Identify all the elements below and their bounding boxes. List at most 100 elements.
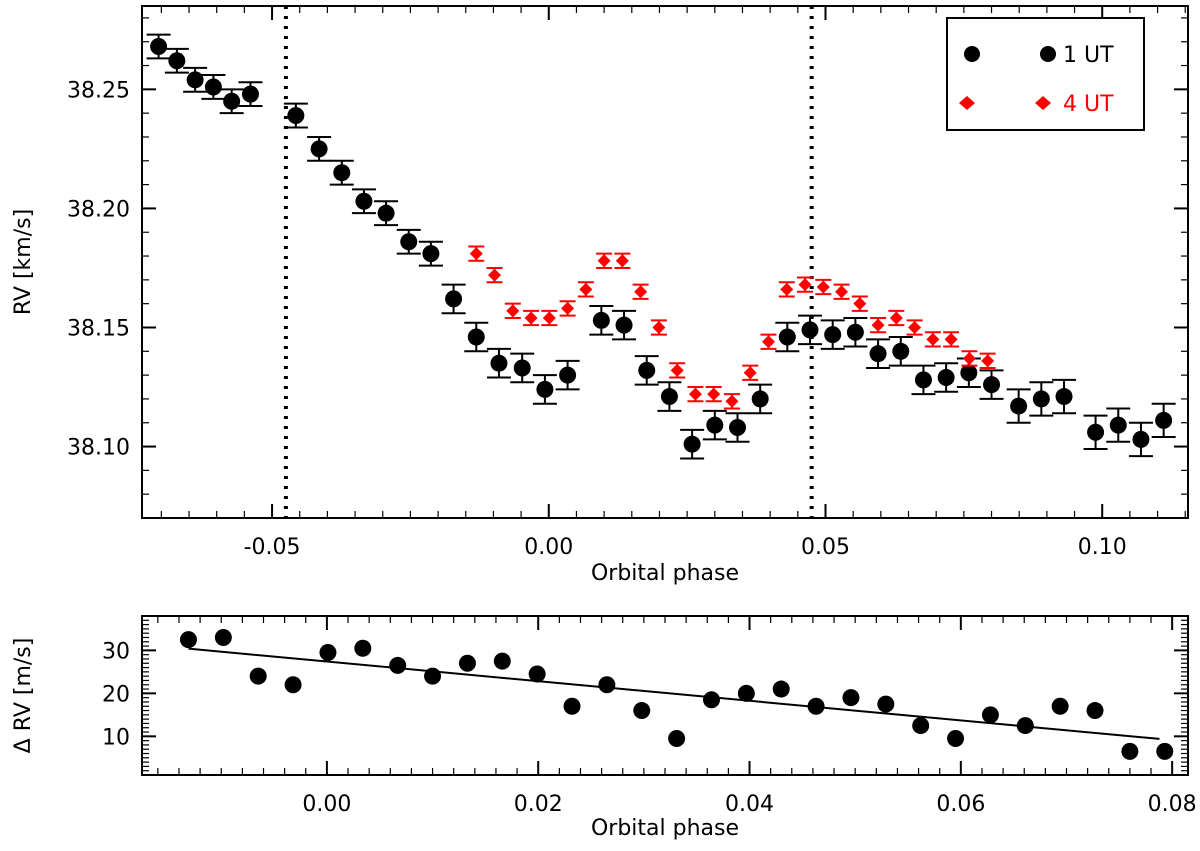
delta-rv-point <box>912 717 930 735</box>
x-tick-label: 0.08 <box>1148 792 1197 817</box>
bottom-tick-labels: 0.00 0.02 0.04 0.06 0.08 10 20 30 <box>102 639 1197 817</box>
data-point-4ut <box>488 268 502 282</box>
data-point-1ut <box>150 37 168 55</box>
data-point-1ut <box>400 233 418 251</box>
data-point-1ut <box>204 78 222 96</box>
x-tick-label: 0.10 <box>1078 535 1127 560</box>
data-point-1ut <box>983 376 1001 394</box>
data-point-1ut <box>1087 423 1105 441</box>
data-point-1ut <box>536 380 554 398</box>
data-point-4ut <box>926 332 940 346</box>
y-tick-label: 10 <box>102 725 130 750</box>
data-point-4ut <box>798 278 812 292</box>
data-point-4ut <box>962 351 976 365</box>
delta-rv-panel: 0.00 0.02 0.04 0.06 0.08 10 20 30 Orbital phase… <box>11 615 1197 841</box>
data-point-1ut <box>1109 416 1127 434</box>
data-point-1ut <box>223 92 241 110</box>
data-point-4ut <box>597 254 611 268</box>
rv-panel: -0.05 0.00 0.05 0.10 38.10 38.15 38.20 38.25 Or… <box>11 5 1189 586</box>
data-point-4ut <box>780 282 794 296</box>
delta-rv-point <box>319 644 337 662</box>
delta-rv-point <box>1156 742 1174 760</box>
delta-rv-point <box>528 665 546 683</box>
data-point-1ut <box>513 359 531 377</box>
delta-rv-point <box>354 639 372 657</box>
delta-rv-point <box>424 667 442 685</box>
delta-rv-point <box>877 695 895 713</box>
delta-rv-point <box>249 667 267 685</box>
data-point-1ut <box>333 164 351 182</box>
data-point-4ut <box>652 320 666 334</box>
delta-rv-point <box>493 652 511 670</box>
top-y-axis-label: RV [km/s] <box>11 209 36 315</box>
delta-rv-point <box>563 697 581 715</box>
data-point-1ut <box>287 107 305 125</box>
data-point-1ut <box>960 364 978 382</box>
data-point-1ut <box>683 435 701 453</box>
legend: 1 UT 4 UT <box>946 17 1145 131</box>
data-point-4ut <box>761 335 775 349</box>
data-point-1ut <box>422 245 440 263</box>
delta-rv-point <box>1086 702 1104 720</box>
delta-rv-point <box>702 691 720 709</box>
data-point-4ut <box>542 311 556 325</box>
data-point-4ut <box>725 394 739 408</box>
y-tick-label: 20 <box>102 682 130 707</box>
data-point-1ut <box>1010 397 1028 415</box>
data-point-1ut <box>892 342 910 360</box>
x-tick-label: 0.00 <box>302 792 351 817</box>
data-point-4ut <box>561 301 575 315</box>
data-point-4ut <box>688 387 702 401</box>
data-point-1ut <box>377 204 395 222</box>
delta-rv-point <box>389 656 407 674</box>
x-tick-label: 0.05 <box>801 535 850 560</box>
data-point-4ut <box>707 387 721 401</box>
data-point-4ut <box>743 366 757 380</box>
delta-rv-point <box>947 729 965 747</box>
data-point-1ut <box>310 140 328 158</box>
x-tick-label: 0.02 <box>514 792 563 817</box>
data-point-4ut <box>908 320 922 334</box>
data-point-1ut <box>168 52 186 70</box>
y-tick-label: 38.20 <box>67 197 130 222</box>
data-point-4ut <box>579 282 593 296</box>
data-point-4ut <box>835 285 849 299</box>
data-point-4ut <box>944 332 958 346</box>
top-tick-labels: -0.05 0.00 0.05 0.10 38.10 38.15 38.20 38.25 <box>67 78 1127 560</box>
delta-rv-point <box>981 706 999 724</box>
data-point-1ut <box>846 323 864 341</box>
legend-marker-4ut-left <box>959 96 975 110</box>
data-point-1ut <box>615 316 633 334</box>
data-point-4ut <box>469 247 483 261</box>
legend-marker-4ut-right <box>1035 96 1051 110</box>
data-point-1ut <box>241 85 259 103</box>
delta-rv-point <box>737 684 755 702</box>
data-point-4ut <box>506 304 520 318</box>
data-point-4ut <box>524 311 538 325</box>
data-point-1ut <box>1032 390 1050 408</box>
legend-label-4ut: 4 UT <box>1063 92 1114 117</box>
bottom-axis-ticks <box>142 615 1188 776</box>
data-point-1ut <box>937 368 955 386</box>
data-point-1ut <box>801 321 819 339</box>
bottom-data-series <box>179 628 1174 760</box>
data-point-1ut <box>1055 388 1073 406</box>
y-tick-label: 38.10 <box>67 436 130 461</box>
data-point-4ut <box>615 254 629 268</box>
data-point-1ut <box>638 361 656 379</box>
data-point-1ut <box>660 388 678 406</box>
data-point-1ut <box>186 71 204 89</box>
top-axis-ticks <box>142 6 1188 518</box>
data-point-1ut <box>706 416 724 434</box>
data-point-1ut <box>1132 430 1150 448</box>
data-point-4ut <box>871 318 885 332</box>
x-tick-label: 0.00 <box>524 535 573 560</box>
delta-rv-point <box>842 689 860 707</box>
data-point-4ut <box>889 311 903 325</box>
data-point-1ut <box>869 345 887 363</box>
x-tick-label: 0.06 <box>936 792 985 817</box>
legend-label-1ut: 1 UT <box>1063 43 1114 68</box>
delta-rv-point <box>1121 742 1139 760</box>
x-tick-label: 0.04 <box>725 792 774 817</box>
